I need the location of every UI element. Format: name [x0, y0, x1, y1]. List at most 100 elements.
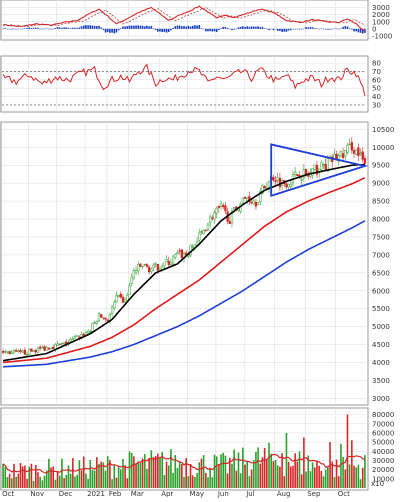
volume-bar	[309, 471, 312, 488]
volume-bar	[342, 456, 344, 488]
candle-body	[123, 299, 127, 303]
macd-histogram-bar	[333, 28, 336, 29]
macd-histogram-bar	[268, 28, 270, 31]
macd-histogram-bar	[191, 25, 194, 29]
candle-body	[97, 313, 101, 322]
candle-body	[119, 293, 122, 298]
macd-histogram-bar	[285, 28, 288, 32]
candle-body	[315, 165, 319, 175]
x-axis-labels: Oct Nov Dec 2021 Feb Mar Apr May Jun Jul Aug Sep Oct	[2, 490, 350, 498]
macd-histogram-bar	[28, 27, 31, 29]
macd-histogram-bar	[17, 28, 20, 30]
volume-bar	[209, 468, 211, 488]
macd-histogram-bar	[150, 25, 153, 29]
volume-bar	[119, 469, 122, 488]
volume-bar	[287, 461, 290, 488]
volume-panel	[0, 407, 369, 491]
macd-histogram-bar	[178, 25, 181, 29]
volume-bar	[255, 451, 257, 488]
candle-body	[322, 164, 325, 166]
volume-bar	[48, 458, 50, 488]
macd-histogram-bar	[76, 27, 78, 29]
volume-bar	[21, 466, 24, 488]
volume-bar	[15, 476, 17, 488]
macd-histogram-bar	[290, 28, 292, 31]
volume-bar	[215, 456, 218, 488]
price-layer	[1, 136, 369, 368]
macd-histogram-bar	[298, 28, 301, 30]
macd-layer	[2, 5, 366, 34]
volume-bar	[154, 456, 157, 488]
volume-bar	[346, 414, 349, 488]
volume-bar	[128, 451, 131, 488]
volume-bar	[72, 458, 74, 488]
volume-bar	[122, 458, 124, 488]
candle-body	[113, 301, 116, 309]
candle-body	[132, 270, 136, 279]
y-tick-label: 9500	[372, 162, 390, 170]
macd-histogram-bar	[257, 26, 259, 29]
volume-bar	[194, 477, 196, 488]
candle-body	[143, 263, 146, 266]
y-tick-label: 8000	[372, 216, 390, 224]
candle-body	[169, 261, 173, 265]
macd-histogram-bar	[152, 28, 155, 29]
x-tick-label: 2021	[87, 490, 105, 498]
macd-histogram-bar	[87, 25, 89, 29]
candle-body	[261, 185, 264, 194]
x-tick-label: Oct	[338, 490, 350, 498]
volume-bar	[135, 463, 137, 488]
candle-body	[252, 200, 255, 205]
y-tick-label: 30	[372, 101, 381, 109]
candle-body	[341, 153, 345, 158]
macd-histogram-bar	[335, 28, 338, 30]
candle-body	[43, 346, 46, 351]
macd-histogram-bar	[52, 28, 55, 30]
y-tick-label: 60	[372, 76, 381, 84]
volume-bar	[54, 479, 57, 488]
x-tick-label: Apr	[161, 490, 173, 498]
volume-bar	[272, 461, 275, 488]
macd-histogram-bar	[305, 27, 307, 29]
macd-histogram-bar	[226, 27, 229, 29]
volume-bar	[159, 457, 161, 488]
volume-bar	[233, 449, 235, 488]
candle-body	[219, 203, 223, 207]
volume-bar	[26, 478, 28, 488]
volume-bar	[130, 452, 133, 488]
volume-bar	[327, 467, 329, 488]
candle-body	[191, 246, 194, 248]
candle-body	[82, 333, 85, 336]
macd-histogram-bar	[266, 28, 268, 30]
volume-bar	[213, 454, 216, 488]
macd-histogram-bar	[170, 28, 172, 31]
volume-bar	[85, 473, 87, 488]
volume-bar	[170, 449, 172, 488]
volume-bar	[298, 451, 301, 488]
candle-body	[110, 306, 114, 314]
candle-body	[25, 354, 29, 356]
volume-bar	[45, 470, 48, 488]
x-tick-label: Aug	[277, 490, 291, 498]
volume-bar	[259, 463, 262, 488]
candle-body	[285, 183, 288, 188]
macd-histogram-bar	[15, 28, 17, 30]
candle-body	[348, 144, 351, 146]
candle-body	[302, 169, 306, 178]
candle-body	[163, 262, 166, 266]
candle-body	[320, 162, 323, 170]
candle-body	[41, 346, 44, 349]
volume-bar	[124, 465, 126, 488]
volume-bar	[32, 480, 35, 488]
volume-bar	[30, 463, 33, 488]
volume-bar	[19, 463, 22, 488]
volume-bar	[133, 456, 135, 488]
candle-body	[344, 150, 347, 157]
y-tick-label: 70000	[372, 420, 394, 428]
macd-histogram-bar	[213, 28, 216, 32]
candle-body	[294, 171, 297, 176]
candle-body	[38, 346, 42, 349]
volume-bar	[283, 476, 286, 488]
candle-body	[350, 142, 353, 151]
volume-bar	[157, 453, 159, 488]
